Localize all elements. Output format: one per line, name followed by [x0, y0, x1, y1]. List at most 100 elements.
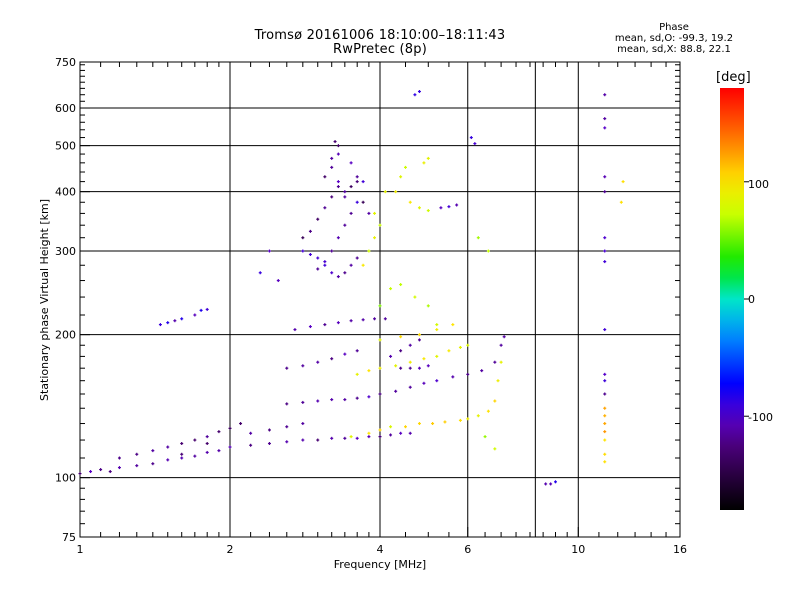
data-point [422, 161, 426, 165]
data-point [180, 442, 184, 446]
data-point [355, 349, 359, 353]
data-point [249, 431, 253, 435]
colorbar-rect [720, 88, 744, 510]
data-point [603, 175, 607, 179]
data-point [426, 364, 430, 368]
data-point [413, 93, 417, 97]
data-point [355, 372, 359, 376]
data-point [151, 449, 155, 453]
data-point [603, 379, 607, 383]
data-point [355, 175, 359, 179]
data-point [399, 349, 403, 353]
data-point [435, 354, 439, 358]
data-point [330, 195, 334, 199]
data-point [333, 140, 337, 144]
data-point [399, 175, 403, 179]
data-point [426, 304, 430, 308]
data-point [336, 152, 340, 156]
y-tick-label: 500 [55, 140, 76, 153]
data-point [394, 389, 398, 393]
data-point [476, 236, 480, 240]
data-point [336, 236, 340, 240]
data-point [330, 249, 334, 253]
data-point [603, 392, 607, 396]
data-point [228, 445, 232, 449]
data-point [603, 452, 607, 456]
data-point [603, 460, 607, 464]
y-tick-label: 600 [55, 102, 76, 115]
tick-labels: 1 2 4 6 10 16 75 100 200 300 400 500 600 750 [55, 56, 687, 556]
data-point [458, 345, 462, 349]
data-point [349, 319, 353, 323]
data-point [301, 236, 305, 240]
data-point [205, 307, 209, 311]
data-point [276, 279, 280, 283]
chart-title: Tromsø 20161006 18:10:00–18:11:43 [254, 28, 506, 43]
data-point [336, 275, 340, 279]
data-point [389, 433, 393, 437]
data-point [603, 406, 607, 410]
data-point [451, 375, 455, 379]
data-point [193, 454, 197, 458]
data-point [466, 417, 470, 421]
data-point [343, 190, 347, 194]
data-point [285, 440, 289, 444]
data-point [180, 317, 184, 321]
data-point [403, 425, 407, 429]
data-point [166, 445, 170, 449]
x-tick-label: 6 [464, 543, 471, 556]
data-point [217, 449, 221, 453]
data-point [399, 335, 403, 339]
data-point [493, 447, 497, 451]
data-point [361, 263, 365, 267]
data-point [199, 308, 203, 312]
data-point [205, 442, 209, 446]
x-tick-label: 16 [673, 543, 687, 556]
data-point [99, 468, 103, 472]
data-point [417, 333, 421, 337]
data-point [447, 349, 451, 353]
data-point [394, 190, 398, 194]
data-point [426, 156, 430, 160]
axis-ticks [79, 61, 681, 538]
data-point [258, 271, 262, 275]
data-point [301, 422, 305, 426]
data-point [458, 418, 462, 422]
data-point [355, 180, 359, 184]
data-point [228, 426, 232, 430]
data-point [502, 335, 506, 339]
data-point [193, 438, 197, 442]
data-point [193, 313, 197, 317]
data-point [349, 435, 353, 439]
data-point [349, 185, 353, 189]
data-point [439, 206, 443, 210]
data-point [308, 325, 312, 329]
data-point [323, 323, 327, 327]
data-point [135, 452, 139, 456]
data-point [343, 195, 347, 199]
data-point [316, 360, 320, 364]
data-point [117, 456, 121, 460]
data-point [383, 190, 387, 194]
data-point [336, 185, 340, 189]
x-tick-label: 10 [571, 543, 585, 556]
data-point [603, 372, 607, 376]
data-point [316, 217, 320, 221]
data-point [285, 402, 289, 406]
data-point [343, 271, 347, 275]
data-point [408, 200, 412, 204]
data-point [603, 190, 607, 194]
data-point [486, 409, 490, 413]
data-point [158, 323, 162, 327]
data-point [343, 436, 347, 440]
data-point [493, 399, 497, 403]
data-point [483, 435, 487, 439]
data-point [316, 399, 320, 403]
colorbar [720, 88, 749, 510]
data-point [431, 422, 435, 426]
data-point [383, 317, 387, 321]
data-point [355, 200, 359, 204]
data-point [621, 180, 625, 184]
data-point [389, 425, 393, 429]
data-point [466, 343, 470, 347]
